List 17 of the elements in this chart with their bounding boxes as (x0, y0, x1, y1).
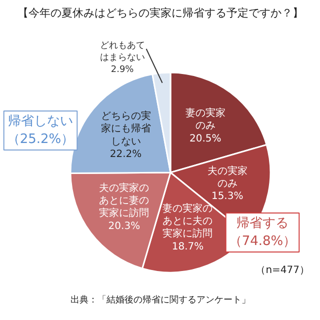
data-label: 20.5% (189, 133, 222, 144)
chart-title: 【今年の夏休みはどちらの実家に帰省する予定ですか？】 (18, 6, 304, 20)
slice-label: どちらの実家にも帰省しない (100, 110, 151, 148)
text: 帰省する（74.8%） (228, 216, 296, 249)
slice-label: 妻の実家のあとに夫の実家に訪問 (162, 202, 213, 240)
slice-label: 妻の実家のみ (185, 106, 226, 132)
data-label: 20.3% (108, 220, 140, 232)
text: （n=477） (256, 265, 310, 276)
slice-label: 夫の実家のあとに妻の実家に訪問 (99, 182, 150, 220)
slice-label: 夫の実家のみ (207, 164, 248, 190)
slice-label: どれもあてはまらない (100, 40, 145, 63)
data-label: 18.7% (172, 241, 204, 252)
data-label: 22.2% (110, 149, 142, 160)
data-label: 2.9% (110, 64, 134, 75)
data-label: 15.3% (211, 191, 244, 202)
source-note: 出典：「結婚後の帰省に関するアンケート」 (70, 294, 250, 306)
text: 帰省しない（25.2%） (6, 114, 74, 147)
